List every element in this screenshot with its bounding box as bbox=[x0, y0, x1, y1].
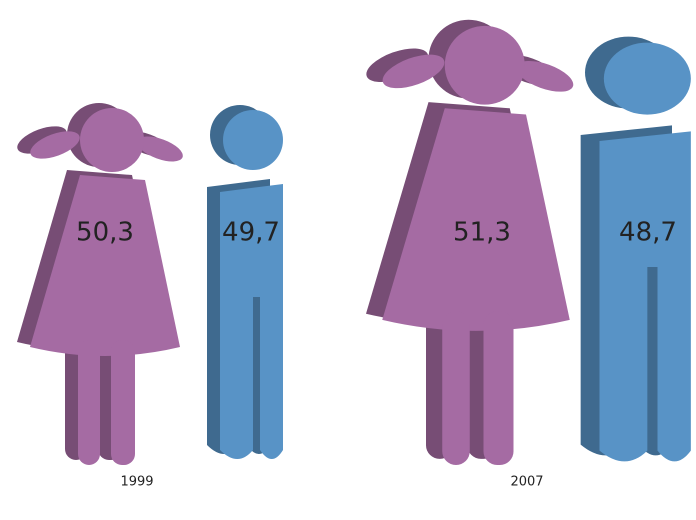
body bbox=[599, 131, 691, 462]
pigtail bbox=[30, 131, 80, 159]
value-label: 51,3 bbox=[453, 218, 511, 248]
figure-front bbox=[599, 42, 691, 462]
head bbox=[444, 25, 525, 105]
head bbox=[223, 110, 283, 170]
boy bbox=[207, 105, 283, 459]
girl bbox=[17, 103, 183, 465]
figure-front bbox=[220, 110, 283, 459]
figure-front bbox=[30, 108, 183, 465]
dress bbox=[382, 108, 570, 331]
leg bbox=[483, 311, 514, 465]
value-label: 48,7 bbox=[619, 218, 677, 248]
value-label: 50,3 bbox=[76, 218, 134, 248]
head bbox=[603, 42, 691, 115]
x-tick-label: 2007 bbox=[510, 475, 543, 490]
head bbox=[80, 108, 144, 172]
leg bbox=[111, 340, 135, 465]
leg bbox=[442, 311, 470, 465]
leg bbox=[78, 340, 100, 465]
pigtail bbox=[382, 54, 445, 89]
figure-front bbox=[382, 25, 574, 465]
boy bbox=[580, 36, 691, 462]
body bbox=[220, 184, 283, 459]
x-tick-label: 1999 bbox=[120, 475, 153, 490]
girl bbox=[366, 19, 574, 465]
pigtail bbox=[137, 136, 183, 162]
dress bbox=[30, 175, 180, 356]
value-label: 49,7 bbox=[222, 218, 280, 248]
pigtail bbox=[516, 60, 574, 92]
